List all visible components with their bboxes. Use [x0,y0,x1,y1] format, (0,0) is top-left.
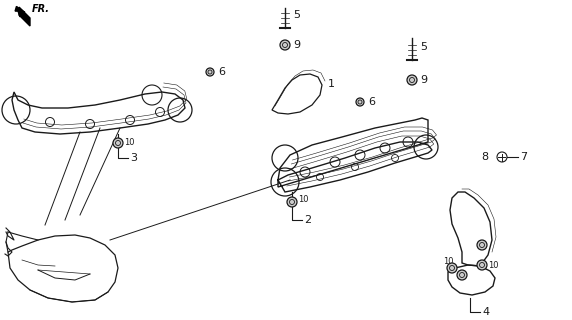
Circle shape [457,270,467,280]
Text: 10: 10 [124,138,134,147]
Polygon shape [15,6,23,11]
Circle shape [287,197,297,207]
Text: 6: 6 [218,67,225,77]
Circle shape [113,138,123,148]
Text: 7: 7 [520,152,527,162]
Circle shape [206,68,214,76]
Circle shape [280,40,290,50]
Circle shape [407,75,417,85]
Polygon shape [19,7,30,26]
Text: 10: 10 [488,260,499,269]
Text: 10: 10 [443,258,454,267]
Text: FR.: FR. [32,4,50,14]
Circle shape [477,240,487,250]
Text: 8: 8 [481,152,488,162]
Circle shape [477,260,487,270]
Text: 6: 6 [368,97,375,107]
Text: 5: 5 [420,42,427,52]
Text: 1: 1 [328,79,335,89]
Circle shape [497,152,507,162]
Text: 10: 10 [298,196,308,204]
Text: 3: 3 [130,153,137,163]
Text: 2: 2 [304,215,311,225]
Circle shape [356,98,364,106]
Text: 9: 9 [293,40,300,50]
Text: 4: 4 [482,307,489,317]
Circle shape [447,263,457,273]
Text: 5: 5 [293,10,300,20]
Text: 9: 9 [420,75,427,85]
